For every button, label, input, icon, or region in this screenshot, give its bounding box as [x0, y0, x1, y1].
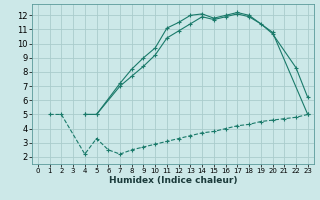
X-axis label: Humidex (Indice chaleur): Humidex (Indice chaleur): [108, 176, 237, 185]
